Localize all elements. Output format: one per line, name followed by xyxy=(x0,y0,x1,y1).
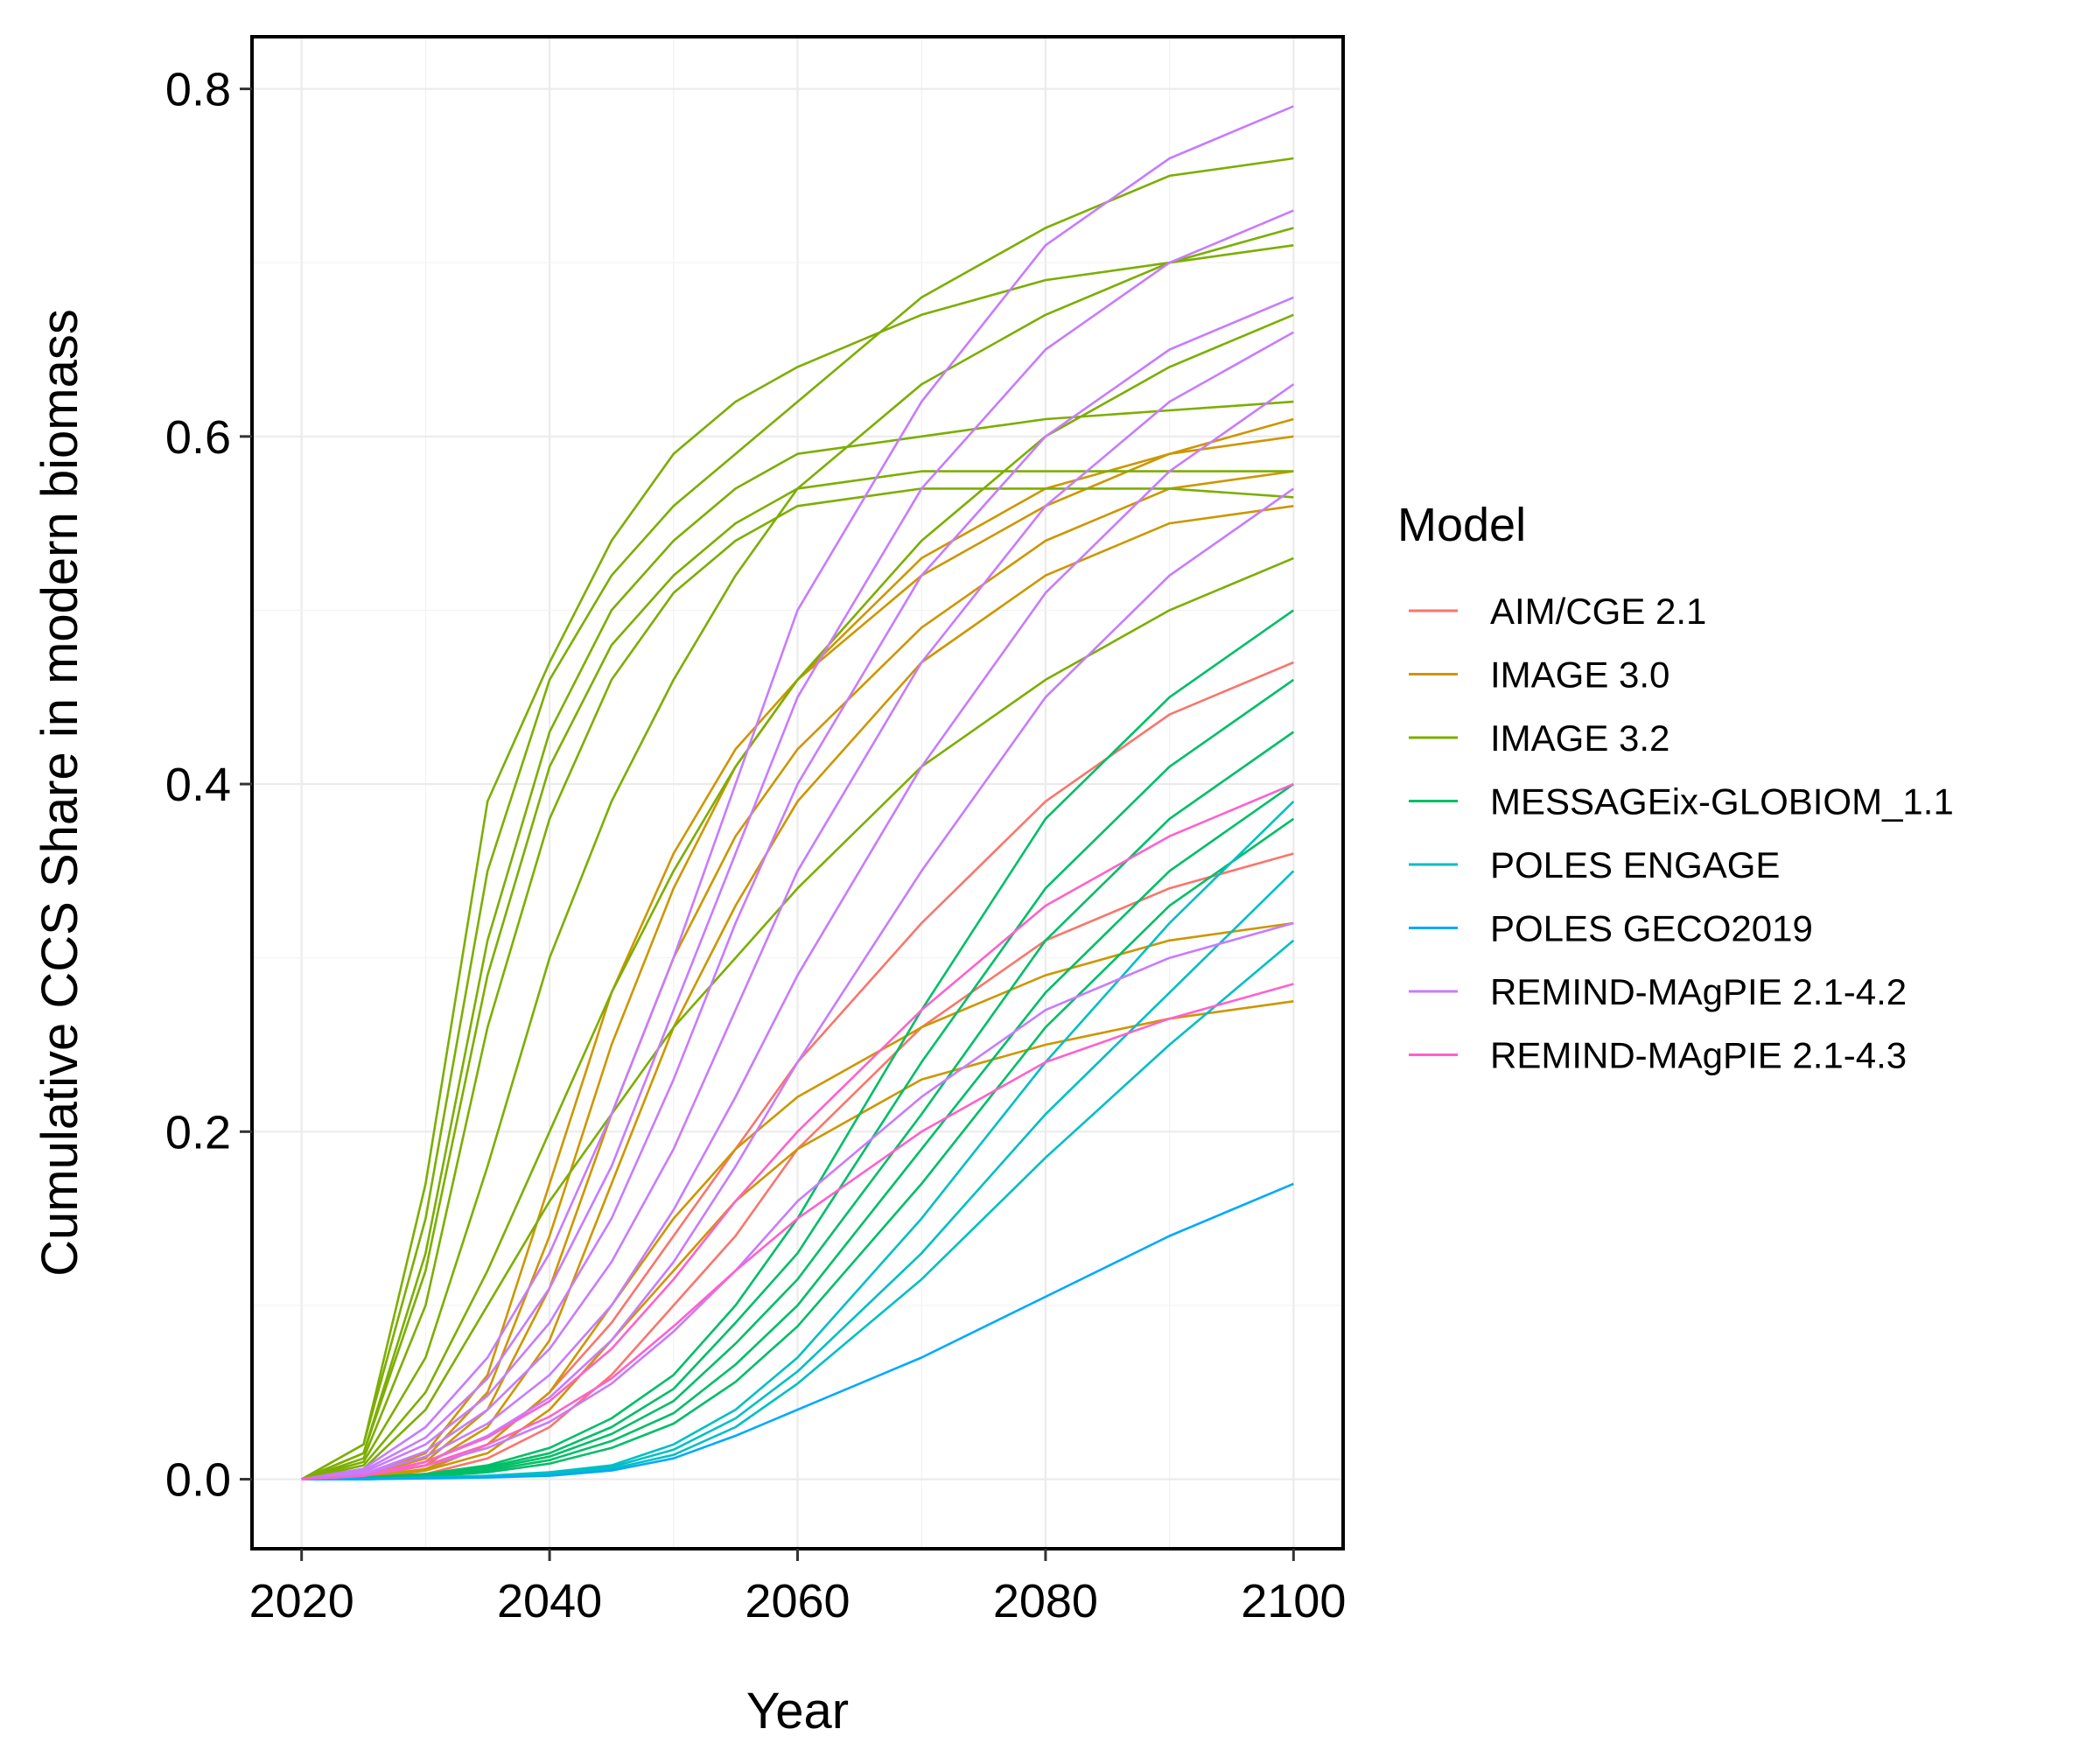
series-line-image-3-2 xyxy=(301,227,1294,1480)
series-line-image-3-2 xyxy=(301,400,1294,1480)
legend-items: AIM/CGE 2.1 IMAGE 3.0 IMAGE 3.2 MESSAGEix-G… xyxy=(1409,591,1954,1076)
legend-item: IMAGE 3.2 xyxy=(1409,718,1670,759)
legend-label: AIM/CGE 2.1 xyxy=(1490,591,1706,632)
y-axis-title: Cumulative CCS Share in modern biomass xyxy=(32,309,88,1277)
legend-label: IMAGE 3.0 xyxy=(1490,654,1670,696)
legend-item: POLES ENGAGE xyxy=(1409,844,1780,886)
y-tick-label: 0.4 xyxy=(165,759,231,811)
y-tick-label: 0.6 xyxy=(165,411,231,464)
legend-item: REMIND-MAgPIE 2.1-4.2 xyxy=(1409,971,1907,1012)
series-line-remind-magpie-2-1-4-2 xyxy=(301,105,1294,1480)
x-tick-label: 2020 xyxy=(249,1575,354,1628)
legend-label: REMIND-MAgPIE 2.1-4.3 xyxy=(1490,1035,1907,1076)
legend-item: MESSAGEix-GLOBIOM_1.1 xyxy=(1409,781,1954,822)
legend-item: REMIND-MAgPIE 2.1-4.3 xyxy=(1409,1035,1907,1076)
series-line-remind-magpie-2-1-4-3 xyxy=(301,983,1294,1480)
series-line-image-3-2 xyxy=(301,244,1294,1480)
series-line-messageix-globiom-1-1 xyxy=(301,678,1295,1480)
legend-item: POLES GECO2019 xyxy=(1409,908,1813,949)
series-line-remind-magpie-2-1-4-2 xyxy=(301,296,1294,1480)
x-tick-label: 2040 xyxy=(497,1575,602,1628)
series-line-remind-magpie-2-1-4-2 xyxy=(301,383,1295,1480)
y-tick-label: 0.2 xyxy=(165,1106,231,1158)
series-line-image-3-2 xyxy=(301,487,1294,1480)
legend-item: IMAGE 3.0 xyxy=(1409,654,1670,696)
y-tick-label: 0.8 xyxy=(165,64,231,116)
legend-label: REMIND-MAgPIE 2.1-4.2 xyxy=(1490,971,1907,1012)
legend: Model AIM/CGE 2.1 IMAGE 3.0 IMAGE 3.2 MESSA… xyxy=(1397,499,1954,1076)
series-line-image-3-0 xyxy=(301,1000,1294,1480)
y-tick-label: 0.0 xyxy=(165,1454,231,1507)
series-lines xyxy=(301,105,1295,1480)
series-line-remind-magpie-2-1-4-2 xyxy=(301,209,1294,1480)
axes: 2020 2040 2060 2080 2100 0.0 0.2 0.4 0.6 0.8 xyxy=(165,64,1346,1628)
series-line-remind-magpie-2-1-4-2 xyxy=(301,331,1294,1480)
series-line-image-3-2 xyxy=(301,556,1294,1480)
legend-label: POLES GECO2019 xyxy=(1490,908,1813,949)
legend-title: Model xyxy=(1397,499,1526,551)
legend-label: IMAGE 3.2 xyxy=(1490,718,1670,759)
series-line-remind-magpie-2-1-4-3 xyxy=(301,782,1294,1480)
series-line-image-3-2 xyxy=(301,470,1294,1480)
legend-label: MESSAGEix-GLOBIOM_1.1 xyxy=(1490,781,1954,822)
x-tick-label: 2100 xyxy=(1241,1575,1346,1628)
x-axis-title: Year xyxy=(746,1683,849,1740)
series-line-image-3-2 xyxy=(301,157,1294,1480)
x-tick-label: 2060 xyxy=(745,1575,850,1628)
series-line-poles-geco2019 xyxy=(301,1182,1294,1480)
x-tick-label: 2080 xyxy=(993,1575,1098,1628)
legend-item: AIM/CGE 2.1 xyxy=(1409,591,1706,632)
series-line-image-3-0 xyxy=(301,921,1294,1480)
legend-label: POLES ENGAGE xyxy=(1490,844,1780,886)
